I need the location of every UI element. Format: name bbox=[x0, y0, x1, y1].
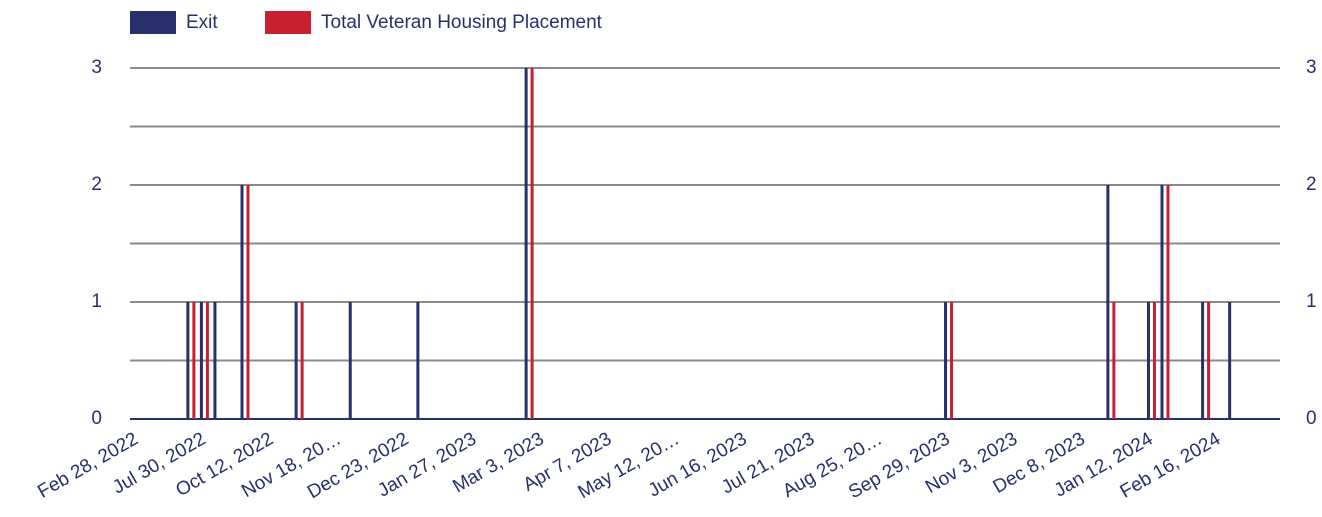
legend-label: Total Veteran Housing Placement bbox=[321, 12, 603, 33]
bar bbox=[944, 302, 948, 419]
bar bbox=[950, 302, 954, 419]
y-tick-label: 3 bbox=[91, 57, 102, 78]
y-tick-label: 2 bbox=[91, 174, 102, 195]
bar bbox=[416, 302, 420, 419]
bar bbox=[294, 302, 298, 419]
y-tick-label: 1 bbox=[91, 291, 102, 312]
bar bbox=[1201, 302, 1205, 419]
bar bbox=[1207, 302, 1211, 419]
y2-tick-label: 1 bbox=[1306, 291, 1317, 312]
y-tick-label: 0 bbox=[91, 408, 102, 429]
bar bbox=[1146, 302, 1150, 419]
bar bbox=[1166, 185, 1170, 419]
bar bbox=[192, 302, 196, 419]
bar bbox=[205, 302, 209, 419]
y2-tick-label: 0 bbox=[1306, 408, 1317, 429]
legend-swatch bbox=[130, 11, 176, 34]
bar bbox=[530, 68, 534, 419]
bar bbox=[1106, 185, 1110, 419]
bar bbox=[213, 302, 217, 419]
bar bbox=[1152, 302, 1156, 419]
bar bbox=[348, 302, 352, 419]
bar bbox=[524, 68, 528, 419]
bar bbox=[1228, 302, 1232, 419]
bar bbox=[300, 302, 304, 419]
bar bbox=[186, 302, 190, 419]
bar bbox=[1160, 185, 1164, 419]
legend-label: Exit bbox=[186, 12, 218, 33]
bar bbox=[240, 185, 244, 419]
y2-tick-label: 3 bbox=[1306, 57, 1317, 78]
y2-tick-label: 2 bbox=[1306, 174, 1317, 195]
bar bbox=[246, 185, 250, 419]
bar bbox=[1112, 302, 1116, 419]
bar bbox=[199, 302, 203, 419]
legend-swatch bbox=[265, 11, 311, 34]
